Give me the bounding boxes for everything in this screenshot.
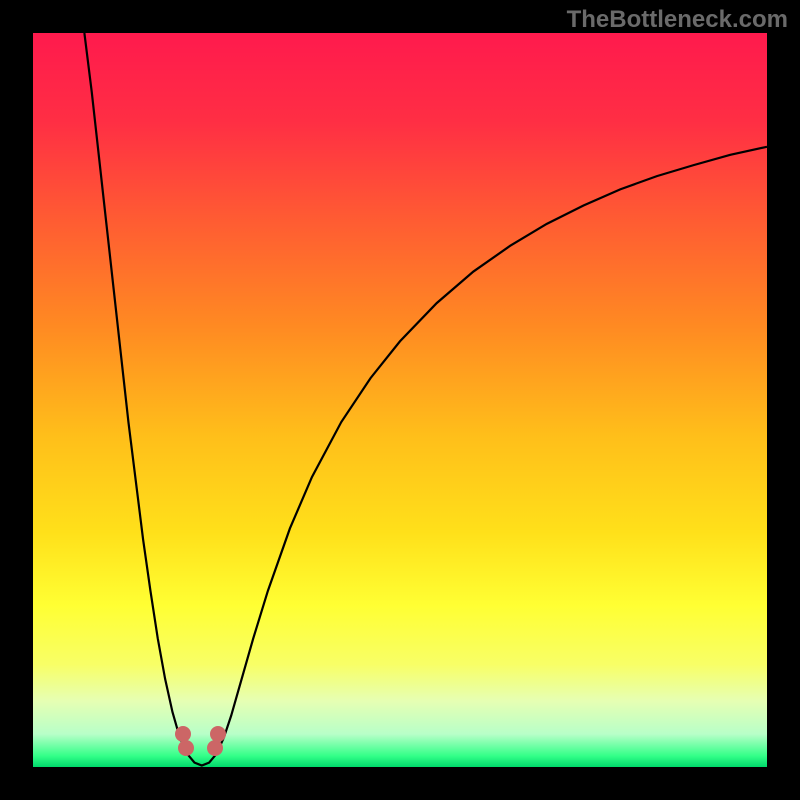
plot-area [33, 33, 767, 767]
bottleneck-curve [33, 33, 767, 767]
chart-container: TheBottleneck.com [0, 0, 800, 800]
data-marker [210, 726, 226, 742]
watermark-text: TheBottleneck.com [567, 6, 788, 34]
data-marker [207, 740, 223, 756]
data-marker [178, 740, 194, 756]
curve-path [84, 33, 767, 766]
